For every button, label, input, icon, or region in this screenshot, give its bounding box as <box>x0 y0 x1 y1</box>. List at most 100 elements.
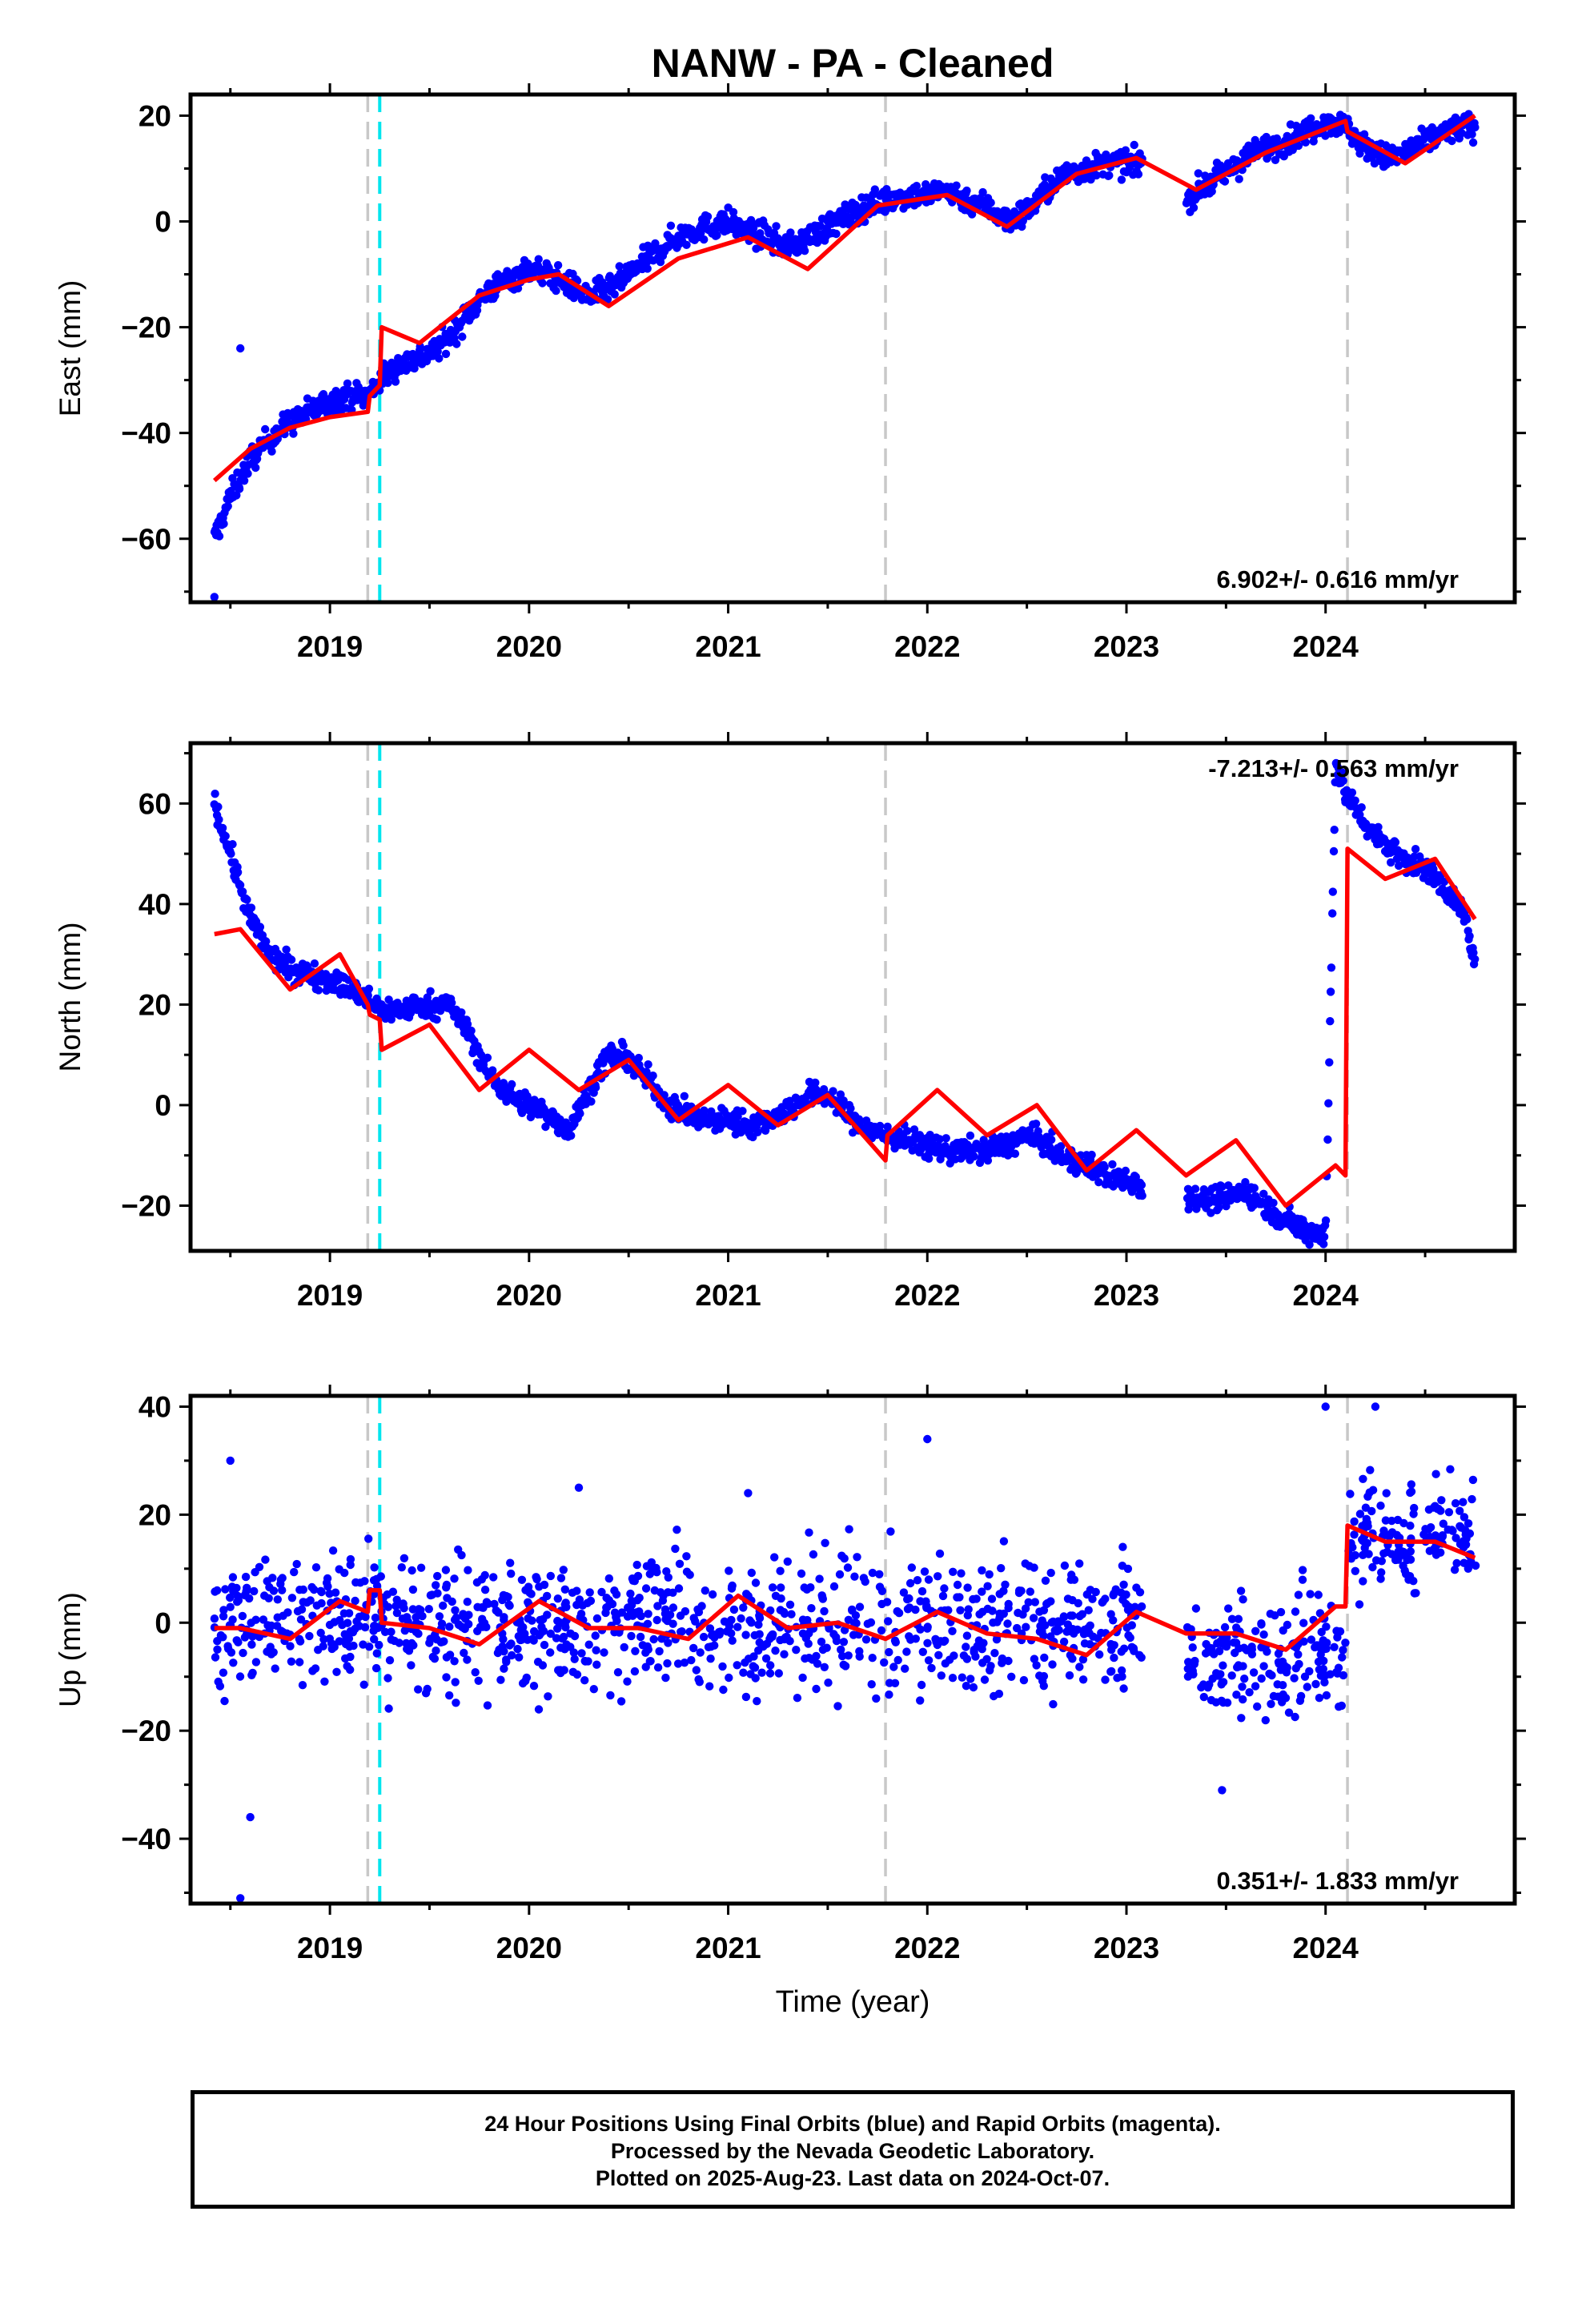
data-point-1327 <box>1409 1577 1418 1586</box>
data-point-1241 <box>1333 1633 1342 1642</box>
data-point-1180 <box>1238 1683 1247 1691</box>
data-point-117 <box>463 1598 472 1606</box>
data-point-670 <box>793 1694 802 1703</box>
data-point-5 <box>214 802 223 811</box>
data-point-1365 <box>1330 826 1339 834</box>
data-point-864 <box>372 1574 381 1584</box>
data-point-860 <box>223 1644 233 1653</box>
data-point-1158 <box>1259 1630 1268 1639</box>
data-point-992 <box>891 1638 901 1647</box>
data-point-164 <box>1119 1684 1128 1693</box>
data-point-731 <box>786 228 795 237</box>
data-point-1011 <box>569 1648 578 1657</box>
data-point-1152 <box>1211 1698 1221 1707</box>
data-point-1168 <box>1291 1607 1300 1616</box>
data-point-422 <box>332 1667 341 1676</box>
data-point-1165 <box>1227 1671 1236 1680</box>
data-point-1000 <box>355 1578 365 1587</box>
data-point-1044 <box>1107 1667 1116 1676</box>
data-point-758 <box>600 1648 608 1657</box>
data-point-1291 <box>1271 155 1280 164</box>
data-point-369 <box>260 1591 269 1600</box>
data-point-1343 <box>1468 1475 1478 1485</box>
data-point-400 <box>1007 1672 1016 1681</box>
data-point-697 <box>682 1567 692 1576</box>
data-point-650 <box>507 1569 516 1578</box>
data-point-642 <box>490 1599 499 1609</box>
data-point-971 <box>848 1605 857 1614</box>
data-point-968 <box>299 1585 307 1594</box>
data-point-353 <box>488 1066 497 1075</box>
data-point-1399 <box>1357 803 1366 812</box>
data-point-907 <box>893 1655 902 1665</box>
data-point-596 <box>559 1566 568 1574</box>
data-point-42 <box>243 469 252 478</box>
data-point-1268 <box>1363 1492 1372 1502</box>
data-point-377 <box>508 1080 516 1089</box>
y-tick-label: −60 <box>121 523 171 556</box>
data-point-23 <box>210 1614 219 1623</box>
data-point-617 <box>627 1631 636 1641</box>
data-point-23 <box>228 840 237 849</box>
x-tick-label: 2019 <box>297 1279 363 1312</box>
data-point-1184 <box>1338 1653 1347 1662</box>
data-point-827 <box>674 1584 684 1593</box>
data-point-1198 <box>1271 1611 1279 1620</box>
data-point-1214 <box>1249 1668 1259 1677</box>
y-tick-label: −20 <box>121 1190 171 1223</box>
data-point-872 <box>597 1587 606 1597</box>
data-point-1017 <box>1029 1614 1038 1622</box>
data-point-1018 <box>287 1657 296 1666</box>
data-point-434 <box>737 1614 745 1623</box>
data-point-1360 <box>1391 1555 1400 1565</box>
data-point-746 <box>459 1612 468 1621</box>
data-point-849 <box>1066 1575 1075 1584</box>
data-point-1356 <box>1355 1510 1365 1518</box>
data-point-1140 <box>1303 1683 1312 1691</box>
data-point-294 <box>867 1680 876 1689</box>
data-point-1032 <box>1014 1586 1024 1595</box>
data-point-997 <box>290 1567 299 1577</box>
data-point-928 <box>942 1134 950 1143</box>
data-point-125 <box>757 1668 766 1677</box>
data-point-1182 <box>1314 1657 1323 1667</box>
data-point-325 <box>804 1639 813 1648</box>
data-point-254 <box>489 1573 498 1582</box>
data-point-111 <box>305 1631 314 1641</box>
data-point-667 <box>544 1692 552 1701</box>
data-point-478 <box>587 1097 596 1106</box>
data-point-360 <box>424 1605 433 1614</box>
data-point-436 <box>553 261 563 270</box>
data-point-366 <box>978 1566 986 1575</box>
data-point-934 <box>704 1642 713 1651</box>
data-point-489 <box>445 1651 455 1659</box>
data-point-743 <box>232 1636 241 1645</box>
data-point-976 <box>1118 1595 1127 1604</box>
data-point-974 <box>383 1674 392 1683</box>
data-point-1401 <box>1410 1589 1419 1598</box>
data-point-546 <box>1110 1653 1118 1663</box>
y-tick-label: 0 <box>155 206 171 239</box>
data-point-332 <box>990 1691 998 1701</box>
data-point-1237 <box>1267 1699 1275 1708</box>
data-point-303 <box>821 1538 829 1548</box>
data-point-991 <box>437 1619 447 1628</box>
data-point-1098 <box>1279 1681 1287 1690</box>
data-point-674 <box>375 1641 383 1650</box>
plot-frame <box>188 92 1517 605</box>
data-point-401 <box>526 1112 536 1122</box>
data-point-1019 <box>969 1683 978 1692</box>
data-point-646 <box>359 1680 368 1689</box>
data-point-171 <box>861 1635 871 1644</box>
data-point-314 <box>458 332 467 341</box>
data-point-214 <box>1075 1559 1084 1568</box>
data-point-1009 <box>820 1663 829 1671</box>
data-point-1135 <box>1105 171 1114 180</box>
data-point-340 <box>346 1665 355 1675</box>
data-point-834 <box>806 1583 815 1592</box>
data-point-745 <box>641 1584 651 1593</box>
data-point-959 <box>966 1131 975 1140</box>
data-point-761 <box>998 1610 1006 1618</box>
data-point-200 <box>1078 1675 1088 1684</box>
